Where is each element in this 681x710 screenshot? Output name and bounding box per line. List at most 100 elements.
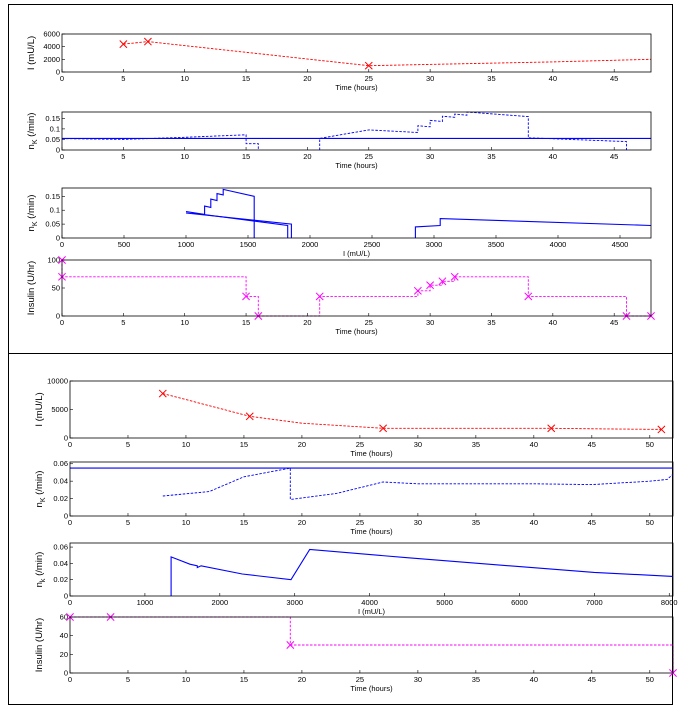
subplot-7: 0 1000 2000 3000 4000 5000 6000 7000 8000 0 0.02 0.… [34,543,678,616]
x-tick-label: 1000 [178,240,195,249]
x-tick-label: 5 [121,152,125,161]
data-point-marker [524,292,533,301]
bottom-figure-frame [8,353,673,705]
y-axis-label: nK (/min) [34,471,47,508]
x-tick-label: 30 [414,440,422,449]
series-line-1 [123,41,652,67]
x-tick-label: 20 [298,440,306,449]
y-axis-label: nk (/min) [34,552,47,588]
x-tick-label: 40 [530,518,538,527]
x-tick-label: 25 [356,518,364,527]
x-tick-label: 40 [530,675,538,684]
x-tick-label: 10 [181,318,189,327]
y-tick-label: 0.02 [53,575,68,584]
x-tick-label: 20 [303,74,311,83]
y-axis-label: Insulin (U/hr) [34,618,45,672]
y-tick-label: 40 [60,631,68,640]
x-tick-label: 0 [68,598,72,607]
x-tick-label: 4500 [612,240,629,249]
x-axis-label: Time (hours) [335,83,378,92]
x-axis-label: I (mU/L) [358,607,386,616]
x-tick-label: 45 [588,675,596,684]
x-tick-label: 10 [182,675,190,684]
x-tick-label: 25 [365,74,373,83]
y-tick-label: 0.05 [45,135,60,144]
data-point-marker [158,389,167,398]
y-tick-label: 0 [64,592,68,601]
y-tick-label: 20 [60,650,68,659]
data-point-marker [426,281,435,290]
series-line-1 [162,393,662,430]
x-tick-label: 15 [242,152,250,161]
x-tick-label: 2000 [302,240,319,249]
x-tick-label: 35 [472,518,480,527]
x-tick-label: 5 [121,318,125,327]
x-tick-label: 45 [588,518,596,527]
x-tick-label: 35 [472,440,480,449]
x-tick-label: 4000 [361,598,378,607]
x-tick-label: 1500 [240,240,257,249]
data-point-marker [245,412,254,421]
x-tick-label: 50 [646,675,654,684]
y-tick-label: 0.15 [45,114,60,123]
x-tick-label: 40 [549,152,557,161]
x-tick-label: 40 [530,440,538,449]
x-tick-label: 35 [487,152,495,161]
x-tick-label: 0 [60,74,64,83]
axes-box [61,111,652,151]
axes-box [69,542,674,597]
y-tick-label: 0 [64,434,68,443]
series-line-1 [170,548,674,596]
x-tick-label: 25 [356,675,364,684]
x-tick-label: 10 [181,74,189,83]
x-axis-label: I (mU/L) [343,249,371,258]
x-tick-label: 20 [298,518,306,527]
y-tick-label: 6000 [43,30,60,39]
subplot-8: 0 5 10 15 20 25 30 35 40 45 50 0 20 40 60 Time (hours) I… [34,613,677,693]
x-tick-label: 45 [610,318,618,327]
x-tick-label: 20 [303,152,311,161]
y-tick-label: 0 [64,512,68,521]
x-tick-label: 1000 [137,598,154,607]
x-tick-label: 0 [60,318,64,327]
x-tick-label: 3000 [286,598,303,607]
axes-box [69,461,674,517]
data-point-marker [286,641,295,649]
x-tick-label: 15 [240,675,248,684]
x-tick-label: 7000 [586,598,603,607]
x-tick-label: 0 [60,240,64,249]
x-tick-label: 30 [426,318,434,327]
axes-box [61,259,652,317]
y-tick-label: 2000 [43,55,60,64]
y-tick-label: 4000 [43,42,60,51]
y-axis-label: I (mU/L) [26,36,37,70]
data-point-marker [413,286,422,295]
x-tick-label: 15 [242,318,250,327]
y-tick-label: 0 [64,669,68,678]
series-line-1 [61,260,651,317]
y-tick-label: 0 [56,146,60,155]
data-point-marker [438,277,447,286]
x-tick-label: 35 [472,675,480,684]
x-tick-label: 40 [549,318,557,327]
x-tick-label: 500 [118,240,131,249]
y-tick-label: 0 [56,234,60,243]
x-tick-label: 25 [365,318,373,327]
x-tick-label: 5000 [436,598,453,607]
x-tick-label: 30 [414,675,422,684]
series-line-2 [162,467,674,501]
x-axis-label: Time (hours) [335,327,378,336]
y-tick-label: 0 [56,68,60,77]
x-tick-label: 45 [610,74,618,83]
data-point-marker [379,424,388,433]
axes-box [69,616,674,674]
y-tick-label: 0.06 [53,543,68,552]
x-axis-label: Time (hours) [350,684,393,693]
y-tick-label: 50 [52,284,60,293]
x-tick-label: 10 [182,518,190,527]
y-axis-label: nK (/min) [26,195,39,232]
x-tick-label: 2000 [211,598,228,607]
